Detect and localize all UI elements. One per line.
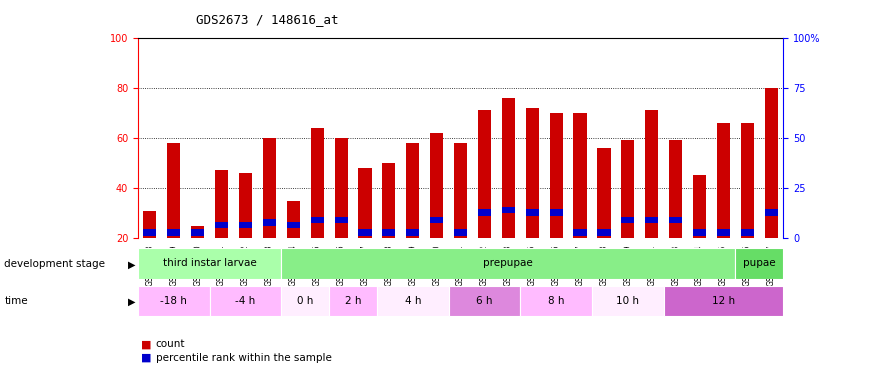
Bar xyxy=(716,230,730,236)
Bar xyxy=(430,217,443,223)
Bar xyxy=(693,176,706,238)
Text: ▶: ▶ xyxy=(128,260,135,270)
Text: pupae: pupae xyxy=(743,258,775,268)
Bar xyxy=(191,230,205,236)
Bar xyxy=(478,209,491,216)
Bar xyxy=(502,98,515,238)
Bar xyxy=(287,222,300,228)
Bar xyxy=(239,222,252,228)
Bar xyxy=(449,286,521,316)
Bar xyxy=(573,230,587,236)
Bar xyxy=(287,201,300,238)
Bar xyxy=(573,113,587,238)
Text: 4 h: 4 h xyxy=(405,296,421,306)
Bar xyxy=(645,217,659,223)
Bar xyxy=(335,217,348,223)
Text: development stage: development stage xyxy=(4,260,105,269)
Bar xyxy=(215,170,228,238)
Bar xyxy=(454,230,467,236)
Bar xyxy=(669,217,683,223)
Bar xyxy=(311,217,324,223)
Bar xyxy=(693,230,706,236)
Bar xyxy=(335,138,348,238)
Bar xyxy=(502,207,515,213)
Bar xyxy=(597,148,611,238)
Bar xyxy=(311,128,324,238)
Bar xyxy=(621,217,635,223)
Bar xyxy=(478,110,491,238)
Bar xyxy=(329,286,377,316)
Bar xyxy=(281,286,329,316)
Bar xyxy=(281,248,735,279)
Text: count: count xyxy=(156,339,185,349)
Bar xyxy=(740,123,754,238)
Bar xyxy=(239,173,252,238)
Text: 10 h: 10 h xyxy=(617,296,639,306)
Bar xyxy=(383,230,395,236)
Bar xyxy=(215,222,228,228)
Bar xyxy=(138,286,210,316)
Bar xyxy=(669,140,683,238)
Bar xyxy=(765,209,778,216)
Bar xyxy=(430,133,443,238)
Bar xyxy=(664,286,783,316)
Text: 6 h: 6 h xyxy=(476,296,493,306)
Bar xyxy=(167,230,181,236)
Bar xyxy=(191,226,205,238)
Bar xyxy=(645,110,659,238)
Bar xyxy=(735,248,783,279)
Text: time: time xyxy=(4,296,28,306)
Bar xyxy=(716,123,730,238)
Bar xyxy=(383,163,395,238)
Text: ■: ■ xyxy=(141,339,151,349)
Text: ■: ■ xyxy=(141,353,151,363)
Bar xyxy=(210,286,281,316)
Bar xyxy=(765,88,778,238)
Bar xyxy=(406,143,419,238)
Text: prepupae: prepupae xyxy=(483,258,533,268)
Text: ▶: ▶ xyxy=(128,297,135,307)
Text: third instar larvae: third instar larvae xyxy=(163,258,256,268)
Text: percentile rank within the sample: percentile rank within the sample xyxy=(156,353,332,363)
Text: 8 h: 8 h xyxy=(548,296,564,306)
Text: GDS2673 / 148616_at: GDS2673 / 148616_at xyxy=(196,13,338,26)
Bar xyxy=(263,138,276,238)
Bar xyxy=(597,230,611,236)
Bar xyxy=(143,210,157,238)
Bar xyxy=(406,230,419,236)
Bar xyxy=(550,113,562,238)
Text: 2 h: 2 h xyxy=(344,296,361,306)
Bar xyxy=(359,230,371,236)
Bar xyxy=(377,286,449,316)
Bar xyxy=(167,143,181,238)
Bar xyxy=(138,248,281,279)
Bar xyxy=(621,140,635,238)
Text: -18 h: -18 h xyxy=(160,296,187,306)
Bar xyxy=(521,286,592,316)
Bar xyxy=(740,230,754,236)
Text: 0 h: 0 h xyxy=(297,296,313,306)
Bar xyxy=(526,209,538,216)
Bar xyxy=(263,219,276,226)
Bar xyxy=(550,209,562,216)
Bar xyxy=(454,143,467,238)
Bar xyxy=(143,230,157,236)
Bar xyxy=(359,168,371,238)
Text: -4 h: -4 h xyxy=(235,296,255,306)
Bar xyxy=(592,286,664,316)
Text: 12 h: 12 h xyxy=(712,296,735,306)
Bar xyxy=(526,108,538,238)
